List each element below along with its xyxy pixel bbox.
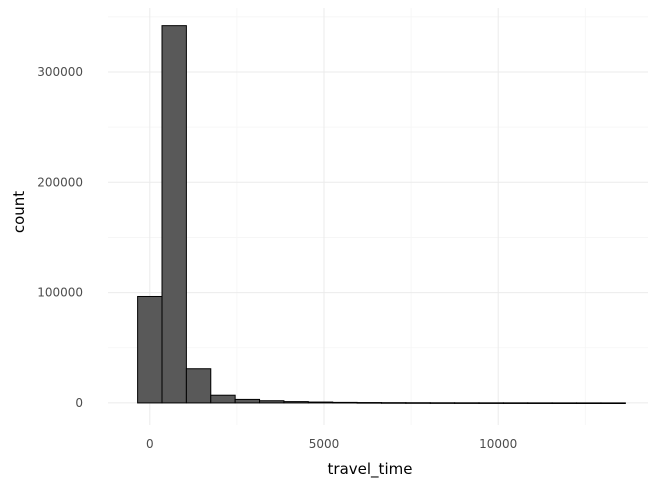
histogram-bar bbox=[502, 402, 529, 404]
histogram-bar bbox=[429, 402, 456, 404]
histogram-bar bbox=[332, 401, 358, 404]
histogram-bar bbox=[234, 398, 261, 404]
major-gridlines bbox=[108, 8, 648, 425]
y-tick-label: 300000 bbox=[37, 65, 83, 79]
histogram-bar bbox=[527, 402, 553, 404]
x-tick-label: 5000 bbox=[309, 437, 340, 451]
y-axis-title: count bbox=[10, 191, 28, 233]
x-tick-label: 10000 bbox=[479, 437, 517, 451]
histogram-bars bbox=[137, 25, 626, 405]
histogram-bar bbox=[454, 402, 480, 404]
histogram-bar bbox=[600, 402, 626, 405]
histogram-bar bbox=[576, 402, 602, 404]
y-tick-label: 200000 bbox=[37, 175, 83, 189]
histogram-bar bbox=[478, 402, 504, 404]
histogram-bar bbox=[551, 402, 578, 404]
histogram-bar bbox=[161, 25, 187, 404]
x-tick-label: 0 bbox=[146, 437, 154, 451]
y-axis-tick-labels: 0 100000 200000 300000 bbox=[37, 65, 83, 410]
histogram-bar bbox=[259, 400, 285, 404]
histogram-bar bbox=[137, 295, 163, 404]
histogram-bar bbox=[307, 401, 334, 404]
histogram-bar bbox=[380, 402, 407, 404]
histogram-bar bbox=[283, 401, 309, 404]
minor-gridlines bbox=[108, 8, 648, 425]
histogram-bar bbox=[210, 394, 236, 404]
histogram-bar bbox=[185, 368, 212, 404]
y-tick-label: 0 bbox=[75, 396, 83, 410]
histogram-bar bbox=[356, 402, 382, 404]
histogram-bar bbox=[405, 402, 431, 404]
y-tick-label: 100000 bbox=[37, 286, 83, 300]
x-axis-title: travel_time bbox=[328, 460, 413, 479]
x-axis-tick-labels: 0 5000 10000 bbox=[146, 437, 517, 451]
